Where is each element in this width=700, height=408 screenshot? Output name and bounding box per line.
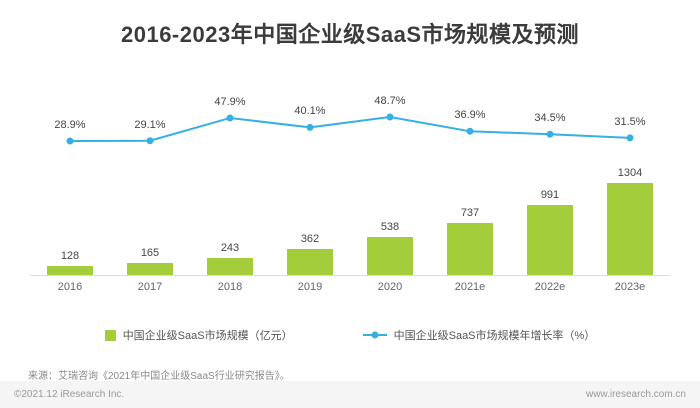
legend-label-line: 中国企业级SaaS市场规模年增长率（%） [393, 330, 596, 342]
bar-value-label: 1304 [617, 167, 643, 179]
growth-value-label: 48.7% [374, 95, 406, 107]
bar [127, 263, 173, 275]
x-tick-label: 2023e [614, 281, 646, 293]
source-note: 来源：艾瑞咨询《2021年中国企业级SaaS行业研究报告》。 [28, 371, 290, 382]
legend-label-bar: 中国企业级SaaS市场规模（亿元） [122, 330, 293, 342]
bar-value-label: 128 [60, 249, 80, 262]
growth-value-label: 34.5% [534, 112, 566, 125]
bar-value-label: 538 [380, 221, 400, 234]
bar [527, 205, 573, 275]
growth-line-layer [66, 113, 634, 145]
legend-item-bar: 中国企业级SaaS市场规模（亿元） [104, 327, 293, 343]
bar [447, 223, 493, 275]
chart-title: 2016-2023年中国企业级SaaS市场规模及预测 [120, 22, 580, 47]
chart-area: 128 2016 165 2017 243 2018 362 2019 538 2020 737 20… [30, 79, 670, 293]
growth-point [546, 130, 554, 138]
page: 2016-2023年中国企业级SaaS市场规模及预测 128 2016 165 201… [0, 22, 700, 400]
bar-value-label: 991 [540, 189, 560, 202]
legend: 中国企业级SaaS市场规模（亿元） 中国企业级SaaS市场规模年增长率（%） [0, 327, 700, 343]
growth-value-label: 29.1% [134, 118, 166, 131]
bar-value-label: 737 [460, 207, 480, 220]
growth-value-label: 28.9% [54, 119, 86, 131]
growth-point [226, 114, 234, 122]
growth-point [146, 137, 154, 145]
x-axis-line [30, 275, 670, 276]
bar [47, 265, 93, 275]
growth-value-label: 40.1% [294, 105, 326, 118]
bar [367, 237, 413, 275]
growth-point [66, 137, 74, 145]
x-tick-label: 2019 [297, 281, 323, 293]
website-link[interactable]: www.iresearch.com.cn [585, 389, 686, 400]
bar [607, 183, 653, 275]
growth-point [466, 127, 474, 135]
x-tick-label: 2017 [137, 281, 163, 293]
x-tick-label: 2021e [454, 281, 486, 293]
growth-value-label: 36.9% [454, 109, 486, 122]
x-tick-label: 2020 [377, 281, 403, 293]
footer-bar: ©2021.12 iResearch Inc. www.iresearch.co… [0, 381, 700, 408]
copyright: ©2021.12 iResearch Inc. [14, 389, 125, 400]
bar-value-label: 362 [300, 233, 320, 246]
x-tick-label: 2016 [57, 281, 83, 293]
growth-value-label: 47.9% [214, 95, 246, 108]
x-tick-label: 2018 [217, 281, 243, 293]
bar-value-label: 165 [140, 247, 160, 260]
growth-value-label: 31.5% [614, 115, 646, 128]
bar [207, 257, 253, 275]
bar [287, 249, 333, 275]
bar-value-label: 243 [220, 241, 240, 254]
line-swatch-icon [362, 331, 387, 339]
legend-item-line: 中国企业级SaaS市场规模年增长率（%） [362, 327, 596, 343]
line-dot-icon [371, 331, 379, 339]
bar-swatch-icon [104, 329, 116, 341]
growth-point [386, 113, 394, 121]
growth-point [306, 123, 314, 131]
x-tick-label: 2022e [534, 281, 566, 293]
growth-point [626, 134, 634, 142]
